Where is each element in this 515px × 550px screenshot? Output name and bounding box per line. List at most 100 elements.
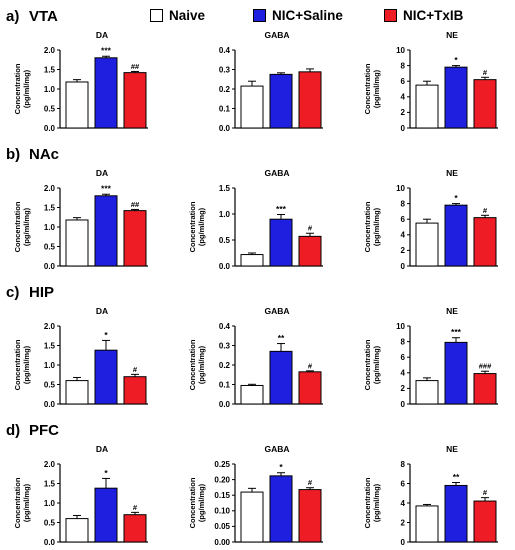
y-axis-label-pfc-gaba: Concentration(pg/ml/mg): [188, 477, 206, 528]
y-tick-label-pfc-gaba: 0.15: [214, 491, 230, 500]
significance-hip-ne-nic-saline: ***: [451, 327, 462, 337]
bar-pfc-ne-nic-saline: [444, 484, 468, 543]
panel-nac-gaba: GABA Concentration(pg/ml/mg) 0.0 0.5 1.0 1.5 *…: [188, 168, 323, 271]
y-axis-label-line: (pg/ml/mg): [22, 345, 31, 384]
significance-hip-da-nic-txib: #: [133, 365, 138, 374]
y-axis-label-pfc-ne: Concentration(pg/ml/mg): [363, 477, 381, 528]
bar-nac-gaba-nic-saline: [269, 218, 293, 267]
legend-swatch-naive: [150, 8, 163, 22]
bar-hip-da-naive: [65, 380, 89, 405]
y-tick-label-pfc-da: 0.5: [44, 518, 56, 527]
panel-vta-da: DA Concentration(pg/ml/mg) 0.0 0.5 1.0 1.5 2.0…: [13, 30, 148, 133]
y-tick-label-hip-da: 0.5: [44, 380, 56, 389]
y-tick-label-hip-gaba: 0.3: [219, 341, 231, 350]
legend-item-naive: Naive: [150, 6, 205, 24]
legend-label-naive: Naive: [169, 7, 206, 23]
significance-nac-gaba-nic-saline: ***: [276, 204, 287, 214]
y-tick-label-vta-gaba: 0.0: [219, 124, 231, 133]
y-tick-label-vta-ne: 2: [401, 108, 406, 117]
y-tick-label-nac-da: 1.5: [44, 203, 56, 212]
y-tick-label-nac-da: 0.0: [44, 262, 56, 271]
bar-nac-gaba-naive: [240, 254, 264, 267]
panel-title-vta-ne: NE: [446, 30, 458, 40]
bar-pfc-gaba-naive: [240, 491, 264, 543]
significance-hip-ne-nic-txib: ###: [479, 362, 492, 371]
row-title-pfc: PFC: [29, 422, 59, 439]
row-label-pfc: d): [6, 422, 20, 439]
y-tick-label-hip-ne: 2: [401, 384, 406, 393]
y-tick-label-vta-gaba: 0.4: [219, 46, 231, 55]
panel-nac-ne: NE Concentration(pg/ml/mg) 0 2 4 6 8 10 * #: [363, 168, 498, 271]
significance-nac-da-nic-saline: ***: [101, 184, 112, 194]
y-tick-label-vta-ne: 8: [401, 61, 406, 70]
significance-pfc-gaba-nic-saline: *: [279, 462, 283, 472]
panel-pfc-gaba: GABA Concentration(pg/ml/mg) 0.00 0.05 0.10 0…: [188, 444, 323, 547]
significance-pfc-ne-nic-txib: #: [483, 488, 488, 497]
bar-hip-gaba-naive: [240, 384, 264, 405]
y-axis-label-line: Concentration: [13, 201, 22, 252]
y-tick-label-pfc-ne: 2: [401, 518, 406, 527]
y-axis-label-line: Concentration: [13, 477, 22, 528]
y-tick-label-hip-ne: 4: [401, 369, 406, 378]
y-axis-label-line: (pg/ml/mg): [372, 345, 381, 384]
legend-label-nic-txib: NIC+TxIB: [403, 7, 464, 23]
legend-item-nic-txib: NIC+TxIB: [384, 6, 463, 24]
y-tick-label-hip-gaba: 0.2: [219, 361, 231, 370]
y-axis-label-line: (pg/ml/mg): [197, 345, 206, 384]
y-tick-label-pfc-gaba: 0.00: [214, 538, 230, 547]
bar-pfc-da-nic-txib: [123, 514, 147, 543]
y-axis-label-line: (pg/ml/mg): [22, 483, 31, 522]
y-tick-label-pfc-gaba: 0.20: [214, 475, 230, 484]
y-tick-label-nac-gaba: 1.5: [219, 184, 231, 193]
y-tick-label-nac-da: 0.5: [44, 242, 56, 251]
y-tick-label-pfc-da: 2.0: [44, 460, 56, 469]
y-tick-label-nac-ne: 6: [401, 215, 406, 224]
bar-vta-ne-naive: [415, 84, 439, 129]
significance-pfc-ne-nic-saline: **: [453, 472, 460, 482]
bar-vta-da-naive: [65, 81, 89, 129]
row-label-vta: a): [6, 8, 19, 25]
y-axis-label-line: (pg/ml/mg): [197, 483, 206, 522]
panel-title-vta-gaba: GABA: [264, 30, 289, 40]
y-tick-label-vta-da: 0.5: [44, 104, 56, 113]
bar-hip-gaba-nic-saline: [269, 350, 293, 405]
y-tick-label-vta-gaba: 0.1: [219, 104, 231, 113]
y-tick-label-hip-gaba: 0.4: [219, 322, 231, 331]
y-axis-label-hip-gaba: Concentration(pg/ml/mg): [188, 339, 206, 390]
bar-nac-da-naive: [65, 219, 89, 267]
panel-hip-da: DA Concentration(pg/ml/mg) 0.0 0.5 1.0 1.5 2.0…: [13, 306, 148, 409]
y-axis-label-line: Concentration: [188, 201, 197, 252]
y-tick-label-hip-ne: 8: [401, 337, 406, 346]
y-axis-label-line: (pg/ml/mg): [372, 483, 381, 522]
y-tick-label-vta-da: 0.0: [44, 124, 56, 133]
y-axis-label-line: Concentration: [188, 339, 197, 390]
significance-pfc-gaba-nic-txib: #: [308, 478, 313, 487]
bar-hip-ne-nic-txib: [473, 373, 497, 405]
y-tick-label-hip-da: 1.5: [44, 341, 56, 350]
y-tick-label-vta-ne: 4: [401, 93, 406, 102]
y-tick-label-nac-ne: 8: [401, 199, 406, 208]
significance-hip-gaba-nic-txib: #: [308, 361, 313, 370]
panel-hip-gaba: GABA Concentration(pg/ml/mg) 0.0 0.1 0.2 0.3 0…: [188, 306, 323, 409]
y-tick-label-pfc-gaba: 0.05: [214, 522, 230, 531]
bar-vta-ne-nic-saline: [444, 66, 468, 129]
row-title-nac: NAc: [29, 146, 59, 163]
legend-item-nic-saline: NIC+Saline: [253, 6, 343, 24]
y-tick-label-hip-ne: 0: [401, 400, 406, 409]
y-tick-label-hip-da: 1.0: [44, 361, 56, 370]
y-tick-label-pfc-da: 0.0: [44, 538, 56, 547]
bar-nac-da-nic-txib: [123, 210, 147, 267]
panel-title-vta-da: DA: [96, 30, 108, 40]
y-tick-label-nac-gaba: 0.5: [219, 236, 231, 245]
significance-hip-da-nic-saline: *: [104, 330, 108, 340]
bar-pfc-da-naive: [65, 518, 89, 543]
significance-nac-ne-nic-txib: #: [483, 206, 488, 215]
y-tick-label-hip-da: 2.0: [44, 322, 56, 331]
bar-hip-ne-naive: [415, 380, 439, 405]
y-tick-label-hip-gaba: 0.0: [219, 400, 231, 409]
panel-title-pfc-da: DA: [96, 444, 108, 454]
bar-pfc-ne-nic-txib: [473, 500, 497, 543]
y-axis-label-nac-gaba: Concentration(pg/ml/mg): [188, 201, 206, 252]
bar-hip-da-nic-saline: [94, 349, 118, 405]
y-axis-label-pfc-da: Concentration(pg/ml/mg): [13, 477, 31, 528]
